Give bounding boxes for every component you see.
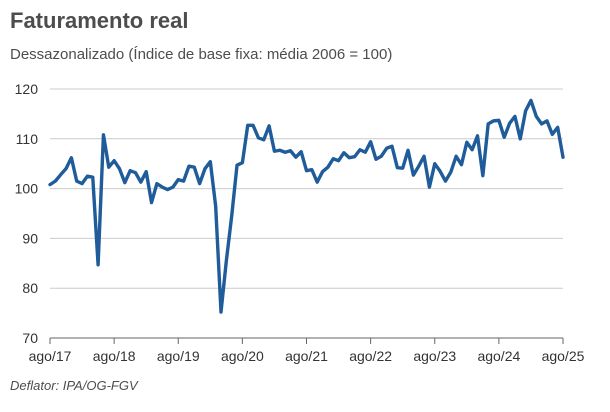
x-tick-label: ago/21	[285, 348, 328, 364]
y-tick-label: 80	[22, 280, 38, 296]
deflator-note: Deflator: IPA/OG-FGV	[10, 378, 138, 393]
chart-subtitle: Dessazonalizado (Índice de base fixa: mé…	[10, 46, 393, 63]
y-tick-label: 100	[15, 181, 39, 197]
x-tick-label: ago/24	[477, 348, 520, 364]
x-tick-label: ago/17	[29, 348, 72, 364]
x-tick-label: ago/23	[413, 348, 456, 364]
x-tick-label: ago/18	[93, 348, 136, 364]
x-tick-label: ago/22	[349, 348, 392, 364]
x-tick-label: ago/20	[221, 348, 264, 364]
series-line-faturamento-real	[48, 98, 565, 314]
chart-title: Faturamento real	[10, 8, 189, 33]
y-tick-label: 110	[16, 131, 39, 147]
y-tick-label: 90	[22, 230, 38, 246]
x-tick-label: ago/19	[157, 348, 200, 364]
x-tick-label: ago/25	[542, 348, 585, 364]
y-tick-label: 70	[22, 330, 38, 346]
y-tick-label: 120	[15, 81, 39, 97]
